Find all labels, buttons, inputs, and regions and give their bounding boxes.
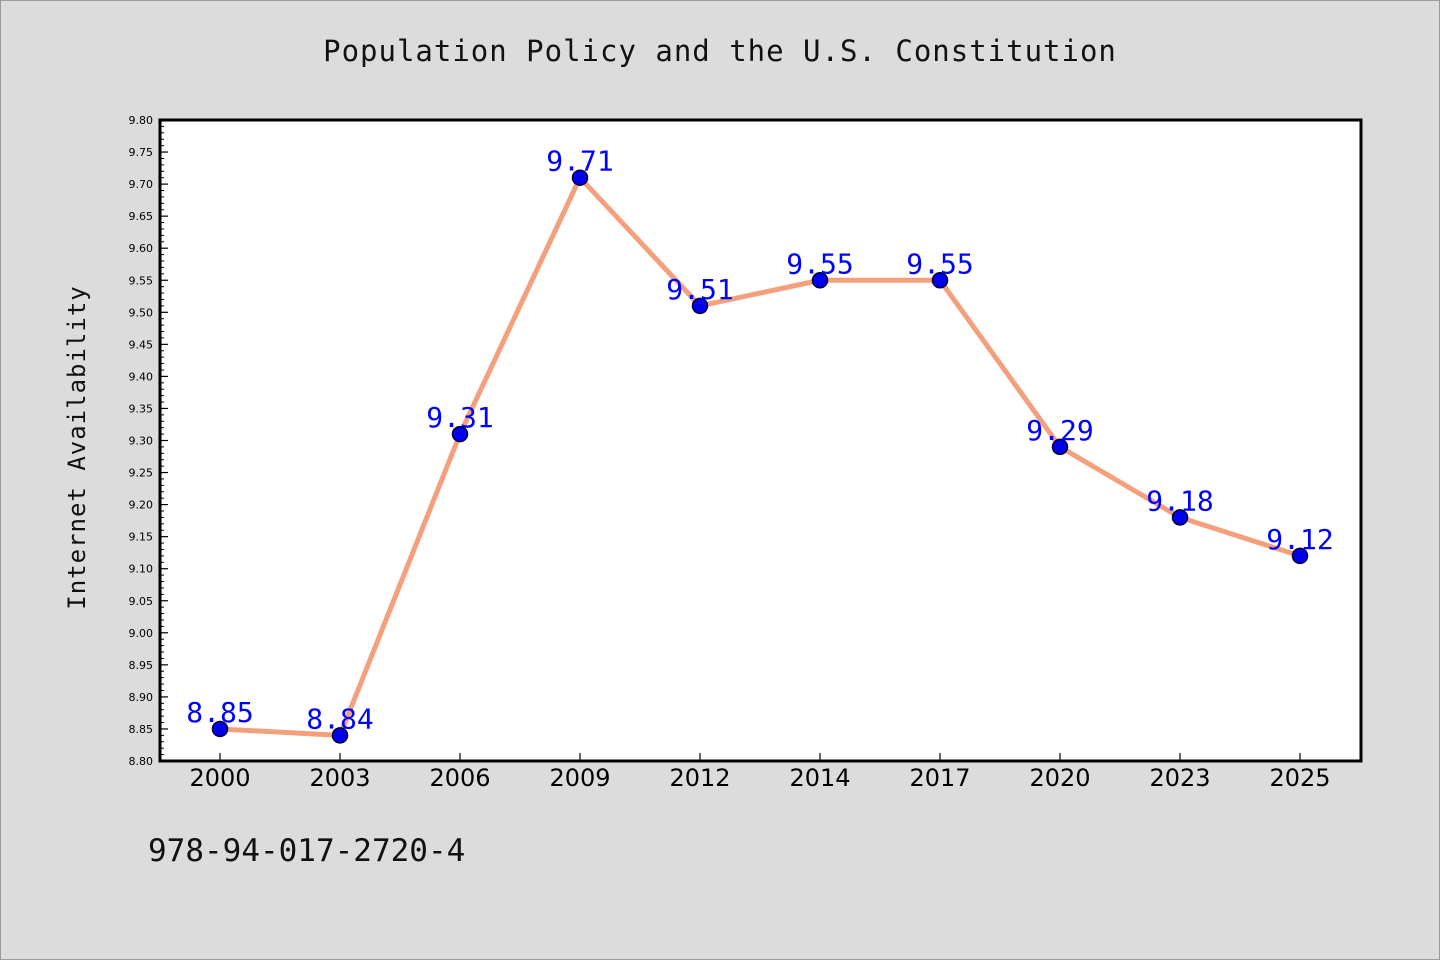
y-tick-label: 9.00	[129, 627, 154, 640]
y-tick-label: 9.05	[129, 595, 154, 608]
y-tick-label: 9.20	[129, 499, 154, 512]
plot-border	[158, 118, 1363, 763]
y-tick-label: 9.10	[129, 563, 154, 576]
data-label: 9.29	[1026, 414, 1093, 447]
x-tick-label: 2000	[189, 764, 250, 792]
y-tick-label: 9.35	[129, 402, 154, 415]
x-tick-label: 2017	[909, 764, 970, 792]
x-axis: 2000 2003 2006 2009 2012 2014 2017 2020 2023 2025	[189, 753, 1331, 792]
data-label: 9.51	[666, 273, 733, 306]
data-point	[811, 272, 829, 289]
y-tick-label: 9.25	[129, 467, 154, 480]
x-tick-label: 2009	[549, 764, 610, 792]
y-tick-label: 9.50	[129, 306, 154, 319]
footer-code: 978-94-017-2720-4	[148, 833, 466, 869]
y-tick-label: 9.80	[129, 114, 154, 127]
y-tick-label: 8.95	[129, 659, 154, 672]
y-tick-label: 9.40	[129, 370, 154, 383]
data-point	[451, 425, 469, 443]
x-tick-label: 2025	[1269, 764, 1330, 792]
data-point	[931, 272, 949, 289]
x-tick-label: 2014	[789, 764, 850, 792]
y-tick-label: 9.75	[129, 146, 154, 159]
data-point	[331, 727, 349, 744]
x-tick-label: 2012	[669, 764, 730, 792]
data-label: 9.31	[426, 401, 493, 434]
chart-title: Population Policy and the U.S. Constitut…	[323, 34, 1117, 68]
x-tick-label: 2003	[309, 764, 370, 792]
data-label: 9.55	[906, 247, 973, 280]
data-point	[691, 297, 709, 315]
data-point	[1291, 547, 1309, 565]
data-label: 8.84	[306, 702, 373, 735]
y-tick-label: 9.65	[129, 210, 154, 223]
y-tick-label: 9.55	[129, 274, 154, 287]
data-label: 9.55	[786, 247, 853, 280]
data-label: 9.71	[546, 145, 613, 178]
x-tick-label: 2020	[1029, 764, 1090, 792]
y-tick-label: 9.30	[129, 435, 154, 448]
data-label: 9.12	[1266, 523, 1333, 556]
data-point	[571, 169, 589, 186]
y-tick-label: 8.90	[129, 691, 154, 704]
y-tick-label: 9.70	[129, 178, 154, 191]
y-axis: 8.80 8.85 8.90 8.95 9.00 9.05 9.10 9.15 9.20 9.25…	[129, 114, 168, 768]
y-tick-label: 9.15	[129, 531, 154, 544]
y-tick-label: 9.45	[129, 338, 154, 351]
data-label: 8.85	[186, 696, 253, 729]
plot-area	[160, 120, 1361, 761]
y-axis-label: Internet Availability	[63, 285, 91, 609]
x-tick-label: 2023	[1149, 764, 1210, 792]
data-point	[211, 720, 229, 738]
series-line	[217, 175, 1303, 738]
x-tick-label: 2006	[429, 764, 490, 792]
data-point	[1051, 438, 1069, 456]
series-layer: 8.85 8.84 9.31 9.71 9.51 9.55 9.55 9.29 9.18 9.12	[186, 145, 1334, 744]
data-label: 9.18	[1146, 484, 1213, 517]
y-tick-label: 8.85	[129, 723, 154, 736]
y-tick-label: 9.60	[129, 242, 154, 255]
y-tick-label: 8.80	[129, 755, 154, 768]
data-point	[1171, 509, 1189, 526]
